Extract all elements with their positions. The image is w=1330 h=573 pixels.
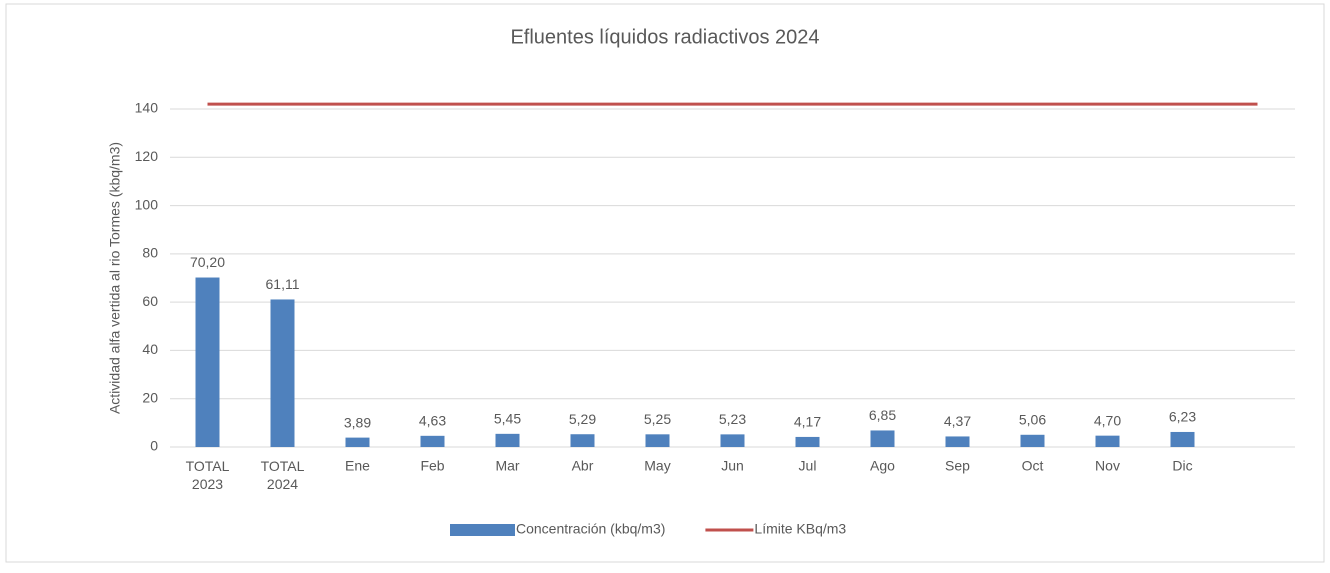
y-tick-label: 60: [142, 293, 158, 309]
bar: [1170, 431, 1195, 447]
y-tick-label: 140: [135, 100, 159, 116]
data-label: 3,89: [344, 414, 371, 430]
data-label: 5,45: [494, 411, 521, 427]
x-tick-label: Oct: [1022, 458, 1044, 474]
bar: [495, 433, 520, 447]
bar: [1095, 435, 1120, 447]
data-label: 4,37: [944, 413, 971, 429]
y-tick-label: 20: [142, 389, 158, 405]
x-tick-label: Nov: [1095, 458, 1120, 474]
legend-label: Límite KBq/m3: [754, 521, 846, 537]
y-tick-label: 100: [135, 196, 159, 212]
chart-title: Efluentes líquidos radiactivos 2024: [510, 26, 819, 48]
x-tick-label: Dic: [1172, 458, 1192, 474]
x-tick-label: TOTAL 2023: [186, 458, 230, 492]
data-label: 5,25: [644, 411, 671, 427]
bar: [795, 436, 820, 447]
data-label: 70,20: [190, 254, 225, 270]
x-tick-label: Mar: [495, 458, 519, 474]
bar: [1020, 434, 1045, 447]
x-tick-label: Feb: [420, 458, 444, 474]
x-tick-label: Jul: [799, 458, 817, 474]
x-tick-label: Abr: [572, 458, 594, 474]
y-tick-label: 0: [150, 438, 158, 454]
bar: [270, 299, 295, 447]
x-tick-label: Jun: [721, 458, 744, 474]
data-label: 5,06: [1019, 411, 1046, 427]
y-tick-label: 40: [142, 341, 158, 357]
bar: [345, 437, 370, 447]
bar: [570, 434, 595, 447]
y-tick-label: 80: [142, 245, 158, 261]
y-axis-label: Actividad alfa vertida al rio Tormes (kb…: [107, 142, 123, 414]
legend-swatch: [450, 524, 515, 536]
bar: [420, 435, 445, 447]
legend-label: Concentración (kbq/m3): [516, 521, 665, 537]
data-label: 6,23: [1169, 409, 1196, 425]
y-tick-label: 120: [135, 148, 159, 164]
data-label: 5,29: [569, 411, 596, 427]
bar: [195, 277, 220, 447]
bar: [720, 434, 745, 447]
x-tick-label: Ago: [870, 458, 895, 474]
data-label: 6,85: [869, 407, 896, 423]
x-tick-label: TOTAL 2024: [261, 458, 305, 492]
x-tick-label: Ene: [345, 458, 370, 474]
x-tick-label: May: [644, 458, 670, 474]
bar: [870, 430, 895, 447]
x-tick-label: Sep: [945, 458, 970, 474]
data-label: 4,70: [1094, 412, 1121, 428]
bar: [645, 434, 670, 447]
chart-border: [5, 3, 1325, 563]
data-label: 61,11: [266, 276, 300, 292]
bar: [945, 436, 970, 447]
data-label: 5,23: [719, 411, 746, 427]
data-label: 4,17: [794, 414, 821, 430]
data-label: 4,63: [419, 413, 446, 429]
